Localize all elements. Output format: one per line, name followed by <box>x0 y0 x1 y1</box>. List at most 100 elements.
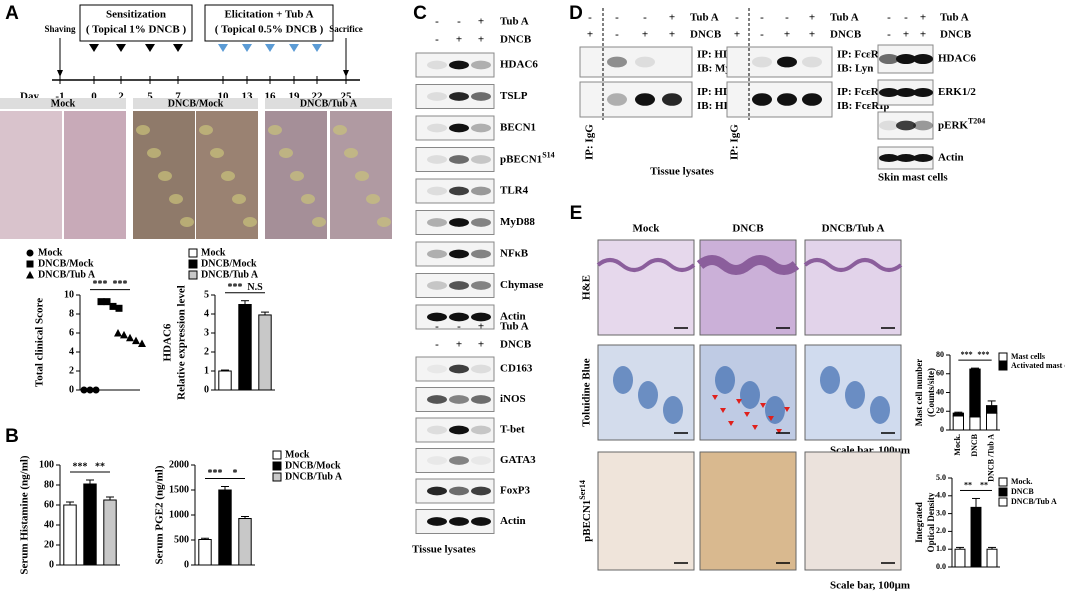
y-tick-label: 1.0 <box>936 544 946 553</box>
bar <box>238 304 252 391</box>
bar <box>952 415 965 431</box>
blot-band <box>427 364 447 374</box>
blot-label-sup: S14 <box>542 150 554 159</box>
bar <box>986 548 998 568</box>
bar <box>258 314 272 391</box>
blot-band <box>913 53 933 65</box>
significance-label: *** <box>113 279 128 290</box>
blot-band <box>471 249 491 259</box>
blot-label: Actin <box>938 152 964 164</box>
blot-band <box>427 186 447 196</box>
blot-band <box>427 517 447 526</box>
blot-band <box>471 456 491 465</box>
blot-band <box>427 155 447 164</box>
lane-sign: + <box>456 34 462 46</box>
lane-sign: - <box>435 34 439 46</box>
bar <box>103 499 117 566</box>
legend-label: Mock. <box>1011 477 1033 486</box>
elicitation-marker <box>289 44 299 52</box>
blot-label: HDAC6 <box>938 53 976 65</box>
lesion <box>221 171 235 181</box>
legend-label: Activated mast cells <box>1011 361 1065 370</box>
y-tick-label: 4.0 <box>936 491 946 500</box>
blot-band <box>913 120 933 131</box>
bar <box>198 539 212 566</box>
bar <box>969 368 981 418</box>
hair-follicle <box>638 381 658 409</box>
x-tick-label: DNCB /Tub A <box>986 434 995 482</box>
significance-label: *** <box>73 461 88 472</box>
panel-letter: B <box>5 426 19 447</box>
epidermis <box>696 255 800 275</box>
c-footer: Tissue lysates <box>412 544 476 556</box>
day-number: 10 <box>218 91 230 103</box>
blot-band <box>879 154 899 162</box>
sensitization-note: ( Topical 1% DNCB ) <box>86 24 187 36</box>
bar <box>952 412 965 417</box>
legend-label: DNCB/Tub A <box>1011 497 1057 506</box>
blot-band <box>896 120 916 131</box>
bar <box>986 405 998 414</box>
marker <box>26 249 34 257</box>
hair-follicle <box>715 366 735 394</box>
row-label: Tub A <box>500 321 529 333</box>
marker <box>138 339 146 347</box>
y-tick-label: 0 <box>940 425 944 434</box>
micrograph <box>804 239 902 336</box>
bar <box>218 370 232 391</box>
blot-band <box>449 425 469 435</box>
blot-band <box>471 123 491 133</box>
significance-label: *** <box>228 282 243 293</box>
skin-photo <box>0 111 62 239</box>
elicitation: Elicitation + Tub A <box>224 9 313 21</box>
blot-band <box>449 364 469 374</box>
lane-sign: - <box>785 12 789 24</box>
lesion <box>147 148 161 158</box>
marker <box>120 330 128 339</box>
lesion <box>180 217 194 227</box>
row-label: Toluidine Blue <box>581 358 593 426</box>
blot-band <box>449 155 469 164</box>
significance-label: ** <box>964 480 972 489</box>
blot-band <box>427 123 447 133</box>
row-label: Tub A <box>830 12 859 24</box>
blot-band <box>662 93 682 106</box>
lesion <box>169 194 183 204</box>
mast-cell-arrow <box>728 421 734 426</box>
panel-letter: A <box>5 3 19 24</box>
blot-label: FoxP3 <box>500 485 530 497</box>
elicitation-note: ( Topical 0.5% DNCB ) <box>215 24 324 36</box>
blot-band <box>427 60 447 70</box>
sensitization-marker <box>89 44 99 52</box>
blot-label: ERK1/2 <box>938 86 976 98</box>
legend-swatch <box>998 361 1008 371</box>
lane-sign: - <box>457 16 461 28</box>
hair-follicle <box>740 381 760 409</box>
blot-band <box>879 88 899 97</box>
blot-band <box>427 486 447 496</box>
bar <box>986 412 998 431</box>
lesion <box>279 148 293 158</box>
blot-band <box>449 312 469 322</box>
mast-cell-arrow <box>752 425 758 430</box>
blot-band <box>427 395 447 404</box>
lane-sign: - <box>760 29 764 41</box>
legend-label: Mock <box>38 247 63 258</box>
blot-band <box>471 281 491 290</box>
y-tick-label: 80 <box>44 479 54 490</box>
blot-ib-label: IB: Lyn <box>837 63 873 75</box>
blot-band <box>449 60 469 70</box>
blot-label: Actin <box>500 515 526 527</box>
lane-sign: - <box>643 12 647 24</box>
blot-band <box>896 88 916 97</box>
y-tick-label: 3 <box>204 327 209 338</box>
scale-bar: Scale bar, 100μm <box>830 580 910 591</box>
blot-band <box>471 517 491 526</box>
sensitization-marker <box>116 44 126 52</box>
day-number: 25 <box>341 91 353 103</box>
blot-band <box>777 56 797 68</box>
mast-cell-arrow <box>744 412 750 417</box>
bar <box>63 504 77 566</box>
row-label: H&E <box>581 275 593 300</box>
shaving: Shaving <box>44 24 76 34</box>
